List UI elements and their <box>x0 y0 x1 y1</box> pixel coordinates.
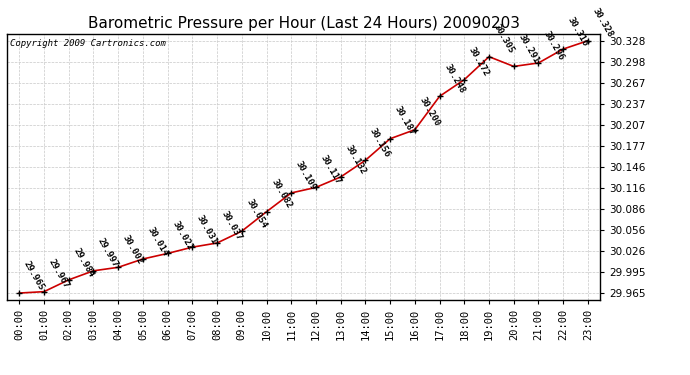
Text: 30.054: 30.054 <box>244 197 268 230</box>
Text: 30.316: 30.316 <box>566 15 590 48</box>
Text: 29.997: 29.997 <box>96 237 120 269</box>
Text: 29.967: 29.967 <box>47 258 70 290</box>
Title: Barometric Pressure per Hour (Last 24 Hours) 20090203: Barometric Pressure per Hour (Last 24 Ho… <box>88 16 520 31</box>
Text: 30.117: 30.117 <box>319 154 343 186</box>
Text: 30.037: 30.037 <box>220 209 244 242</box>
Text: 30.187: 30.187 <box>393 105 417 137</box>
Text: 30.248: 30.248 <box>442 63 466 95</box>
Text: 30.296: 30.296 <box>541 29 565 62</box>
Text: 30.002: 30.002 <box>121 234 145 266</box>
Text: 30.132: 30.132 <box>344 143 367 176</box>
Text: 30.291: 30.291 <box>517 33 540 65</box>
Text: 30.109: 30.109 <box>294 159 318 192</box>
Text: 30.082: 30.082 <box>269 178 293 210</box>
Text: 30.200: 30.200 <box>417 96 442 128</box>
Text: 30.014: 30.014 <box>146 225 170 258</box>
Text: 29.984: 29.984 <box>72 246 95 279</box>
Text: 29.965: 29.965 <box>22 259 46 292</box>
Text: 30.272: 30.272 <box>467 46 491 78</box>
Text: 30.305: 30.305 <box>492 23 515 55</box>
Text: 30.328: 30.328 <box>591 7 615 39</box>
Text: 30.022: 30.022 <box>170 220 195 252</box>
Text: Copyright 2009 Cartronics.com: Copyright 2009 Cartronics.com <box>10 39 166 48</box>
Text: 30.156: 30.156 <box>368 126 392 159</box>
Text: 30.031: 30.031 <box>195 213 219 246</box>
